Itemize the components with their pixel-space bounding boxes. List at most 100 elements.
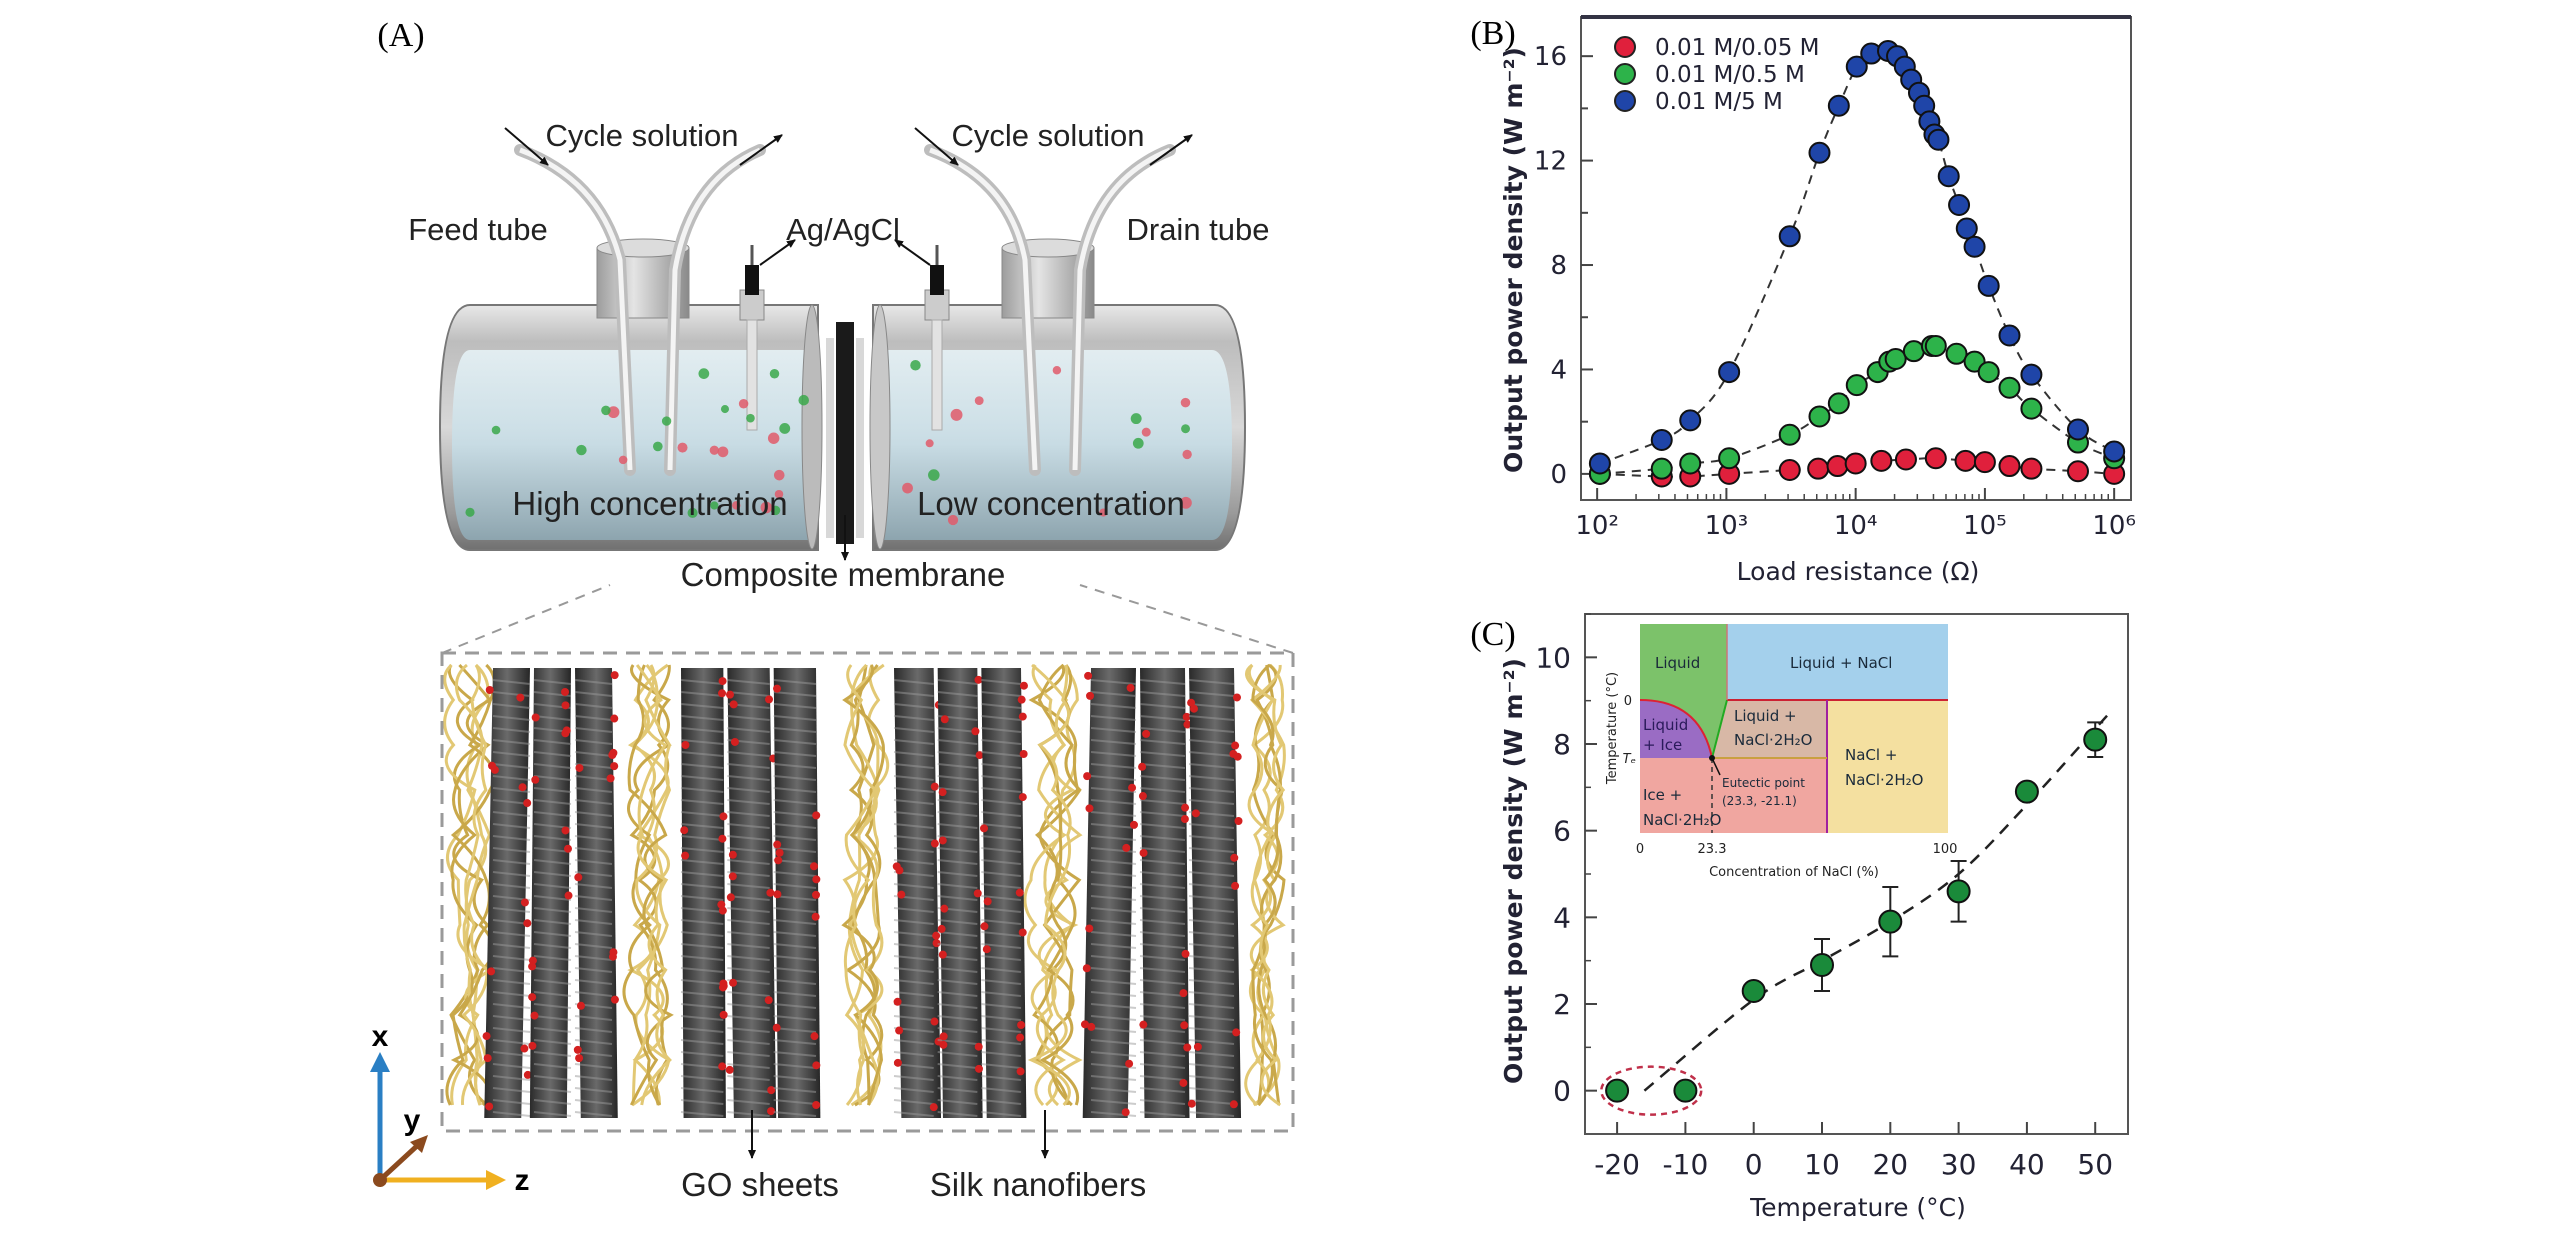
oxygen-group [1191, 809, 1200, 818]
ion [576, 444, 587, 456]
ion [601, 405, 611, 416]
legend-marker [1614, 63, 1636, 85]
x-tick-label: 10³ [1705, 511, 1749, 541]
oxygen-group [1129, 820, 1138, 829]
label-high-concentration: High concentration [512, 485, 787, 522]
silk-nanofiber [445, 663, 493, 1106]
oxygen-group [1181, 803, 1190, 812]
oxygen-group [1187, 698, 1196, 707]
ag-agcl-electrode-right [924, 245, 950, 431]
oxygen-group [1017, 695, 1026, 704]
y-tick-label: 6 [1553, 815, 1571, 848]
oxygen-group [564, 891, 573, 900]
data-point [1810, 953, 1835, 977]
ion [607, 406, 620, 419]
oxygen-group [939, 1032, 948, 1041]
label-go-sheets: GO sheets [681, 1166, 839, 1203]
ion [1179, 496, 1192, 509]
oxygen-group [930, 782, 939, 791]
ion [738, 398, 749, 409]
y-tick-label: 4 [1550, 355, 1567, 385]
oxygen-group [773, 840, 782, 849]
inset-eutectic-coords: (23.3, -21.1) [1722, 794, 1797, 808]
ion [1130, 413, 1142, 425]
x-tick-label: 40 [2009, 1148, 2045, 1181]
oxygen-group [719, 979, 728, 988]
oxygen-group [483, 1054, 492, 1063]
oxygen-group [1083, 772, 1092, 781]
data-point [1924, 447, 1947, 470]
oxygen-group [719, 1010, 728, 1019]
label-low-concentration: Low concentration [917, 485, 1185, 522]
data-point [1778, 423, 1801, 446]
y-tick-label: 8 [1550, 251, 1567, 281]
oxygen-group [729, 978, 738, 987]
data-point [1778, 225, 1801, 248]
data-point [1963, 235, 1986, 258]
region-liquid-nacl [1727, 624, 1948, 700]
silk-nanofiber [1023, 663, 1076, 1107]
data-point [1679, 409, 1702, 432]
data-point [1808, 141, 1831, 164]
oxygen-group [812, 811, 821, 820]
membrane-structure [440, 651, 1295, 1133]
label-composite-membrane: Composite membrane [681, 556, 1006, 593]
data-point [1924, 334, 1947, 357]
ion [465, 507, 475, 517]
ion [717, 446, 729, 458]
oxygen-group [938, 788, 947, 797]
oxygen-group [1179, 989, 1188, 998]
silk-nanofiber [1245, 663, 1286, 1107]
oxygen-group [810, 862, 819, 871]
data-point [1718, 447, 1741, 470]
data-point [1955, 217, 1978, 240]
oxygen-group [937, 924, 946, 933]
oxygen-group [1121, 1108, 1130, 1117]
oxygen-group [1139, 1020, 1148, 1029]
oxygen-group [812, 1100, 821, 1109]
oxygen-group [1181, 949, 1190, 958]
oxygen-group [893, 1058, 902, 1067]
oxygen-group [680, 826, 689, 835]
region-liquid-nacl2h2o [1712, 700, 1827, 758]
oxygen-group [1122, 843, 1131, 852]
x-tick-label: 20 [1872, 1148, 1908, 1181]
oxygen-group [1234, 816, 1243, 825]
inset-ytick: Tₑ [1623, 752, 1636, 767]
oxygen-group [811, 912, 820, 921]
axis-label-y: y [404, 1104, 421, 1137]
oxygen-group [940, 715, 949, 724]
x-tick-label: 30 [1941, 1148, 1977, 1181]
oxygen-group [939, 1040, 948, 1049]
oxygen-group [775, 848, 784, 857]
chart-b-xlabel: Load resistance (Ω) [1737, 557, 1980, 586]
oxygen-group [1087, 1022, 1096, 1031]
oxygen-group [725, 690, 734, 699]
silk-nanofiber [447, 664, 490, 1107]
data-point [1741, 979, 1766, 1003]
ag-agcl-electrode-left [739, 245, 765, 431]
data-point [1650, 428, 1673, 451]
oxygen-group [523, 919, 532, 928]
ion [661, 416, 672, 426]
oxygen-group [487, 967, 496, 976]
silk-nanofiber [1255, 663, 1284, 1106]
oxygen-group [573, 1045, 582, 1054]
silk-nanofiber [635, 664, 672, 1106]
oxygen-group [523, 799, 532, 808]
ion [1181, 424, 1191, 434]
oxygen-group [1125, 1059, 1134, 1068]
oxygen-group [772, 1023, 781, 1032]
oxygen-group [1015, 888, 1024, 897]
oxygen-group [1018, 928, 1027, 937]
oxygen-group [563, 844, 572, 853]
ion [732, 501, 741, 510]
oxygen-group [725, 1065, 734, 1074]
legend-label: 0.01 M/0.05 M [1655, 35, 1819, 61]
oxygen-group [1180, 1021, 1189, 1030]
oxygen-group [726, 893, 735, 902]
ion [677, 442, 688, 453]
oxygen-group [1019, 749, 1028, 758]
oxygen-group [610, 762, 619, 771]
chart-b-legend: 0.01 M/0.05 M0.01 M/0.5 M0.01 M/5 M [1614, 35, 1819, 115]
